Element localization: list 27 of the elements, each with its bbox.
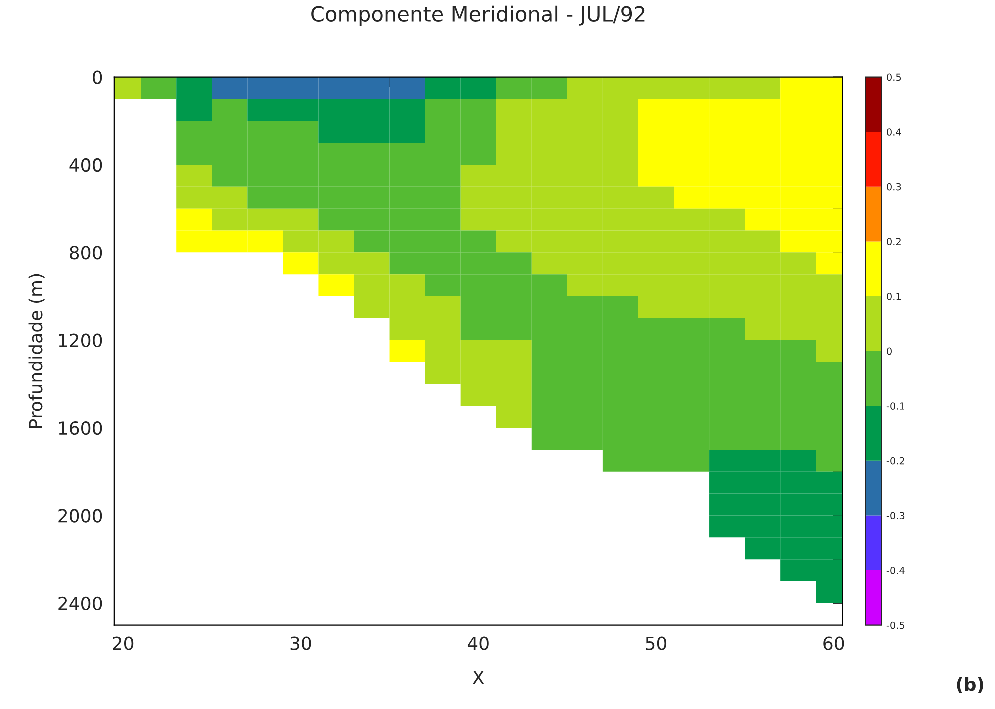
y-tick-label: 400 [70, 158, 102, 172]
color-bar-label: 0.5 [887, 74, 902, 82]
y-tick-label: 2000 [58, 509, 102, 523]
color-bar-label: -0.5 [886, 622, 905, 630]
color-bar-label: 0.4 [887, 128, 902, 136]
x-tick-label: 50 [646, 636, 667, 650]
x-tick-label: 60 [824, 636, 844, 650]
color-bar-label: -0.2 [886, 457, 904, 465]
x-tick-label: 40 [468, 636, 489, 650]
y-tick-label: 2400 [58, 596, 102, 611]
x-axis-title: X [472, 671, 484, 684]
y-tick-label: 1600 [59, 421, 102, 436]
y-tick-label: 1200 [59, 334, 102, 348]
x-tick-label: 30 [290, 636, 312, 650]
x-tick-label: 20 [113, 636, 134, 650]
color-bar-label: 0.3 [887, 183, 902, 191]
color-bar-label: 0.1 [887, 292, 901, 300]
text: (b) [957, 677, 984, 694]
color-bar-label: 0 [887, 348, 892, 356]
color-bar-label: -0.4 [886, 567, 905, 574]
color-bar-label: -0.3 [886, 512, 905, 520]
y-axis-title: Profundidade (m) [28, 274, 45, 428]
color-bar-label: 0.2 [887, 238, 901, 246]
color-bar-label: -0.1 [886, 402, 905, 410]
chart-title: Componente Meridional - JUL/92 [312, 6, 645, 26]
y-tick-label: 800 [70, 246, 102, 260]
y-tick-label: 0 [93, 70, 102, 84]
